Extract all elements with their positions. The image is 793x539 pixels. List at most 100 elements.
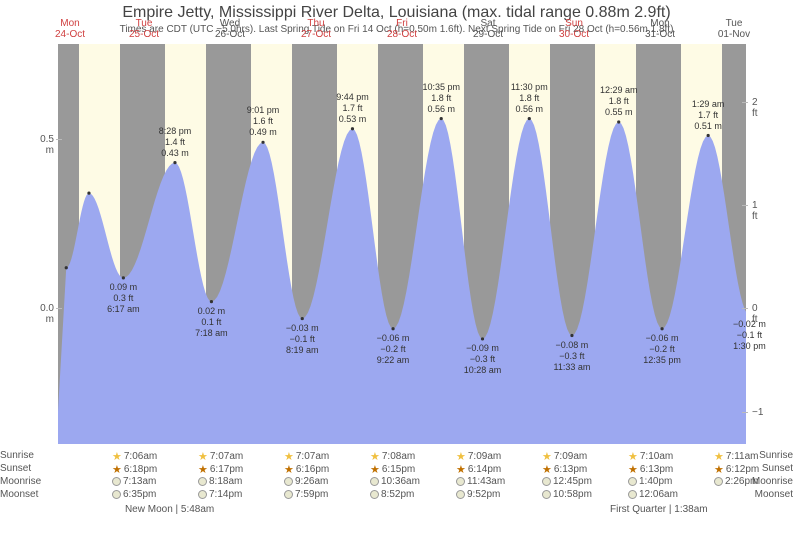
moonset-icon <box>284 490 293 499</box>
moonrise-icon <box>198 477 207 486</box>
moonrise-cell: 12:45pm <box>542 476 592 487</box>
sunset-icon: ★ <box>714 463 724 476</box>
moonset-icon <box>456 490 465 499</box>
moonset-icon <box>112 490 121 499</box>
plot-area: 8:28 pm1.4 ft0.43 m 9:01 pm1.6 ft0.49 m 9:… <box>58 44 746 444</box>
low-tide-note: −0.08 m−0.3 ft11:33 am <box>542 340 602 373</box>
y-tick-right: 0 ft <box>752 303 758 325</box>
low-tide-note: −0.06 m−0.2 ft12:35 pm <box>632 333 692 366</box>
sunrise-icon: ★ <box>628 450 638 463</box>
sunrise-cell: ★7:11am <box>714 450 759 463</box>
moonset-cell: 6:35pm <box>112 489 156 500</box>
moonset-icon <box>198 490 207 499</box>
date-label: Mon24-Oct <box>50 18 90 40</box>
moonrise-cell: 7:13am <box>112 476 156 487</box>
low-tide-note: −0.09 m−0.3 ft10:28 am <box>452 343 512 376</box>
sunrise-icon: ★ <box>198 450 208 463</box>
sunset-icon: ★ <box>198 463 208 476</box>
sunset-icon: ★ <box>542 463 552 476</box>
date-label: Tue25-Oct <box>124 18 164 40</box>
sunset-icon: ★ <box>456 463 466 476</box>
date-label: Thu27-Oct <box>296 18 336 40</box>
sunset-cell: ★6:14pm <box>456 463 501 476</box>
sunset-cell: ★6:13pm <box>628 463 673 476</box>
moonrise-cell: 11:43am <box>456 476 505 487</box>
high-tide-note: 9:44 pm1.7 ft0.53 m <box>322 92 382 125</box>
low-tide-note: −0.06 m−0.2 ft9:22 am <box>363 333 423 366</box>
moonset-cell: 7:14pm <box>198 489 242 500</box>
moon-phase-label: First Quarter | 1:38am <box>610 504 708 515</box>
high-tide-note: 1:29 am1.7 ft0.51 m <box>678 99 738 132</box>
sunrise-label-left: Sunrise <box>0 450 34 461</box>
moon-phase-label: New Moon | 5:48am <box>125 504 214 515</box>
moonset-icon <box>542 490 551 499</box>
high-tide-note: 10:35 pm1.8 ft0.56 m <box>411 82 471 115</box>
high-tide-note: 11:30 pm1.8 ft0.56 m <box>499 82 559 115</box>
y-tick-left: 0.5 m <box>40 134 54 156</box>
date-label: Sun30-Oct <box>554 18 594 40</box>
moonset-cell: 10:58pm <box>542 489 592 500</box>
moonset-cell: 12:06am <box>628 489 678 500</box>
sunrise-cell: ★7:09am <box>456 450 501 463</box>
moonset-icon <box>628 490 637 499</box>
sunset-label-right: Sunset <box>762 463 793 474</box>
date-label: Fri28-Oct <box>382 18 422 40</box>
low-tide-note: −0.02 m−0.1 ft1:30 pm <box>719 319 779 352</box>
moonrise-icon <box>112 477 121 486</box>
low-tide-note: −0.03 m−0.1 ft8:19 am <box>272 323 332 356</box>
moonset-cell: 7:59pm <box>284 489 328 500</box>
moonset-cell: 8:52pm <box>370 489 414 500</box>
moonrise-cell: 8:18am <box>198 476 242 487</box>
low-tide-note: 0.09 m0.3 ft6:17 am <box>93 282 153 315</box>
sunrise-cell: ★7:10am <box>628 450 673 463</box>
moonset-label-right: Moonset <box>755 489 793 500</box>
sunrise-icon: ★ <box>284 450 294 463</box>
tide-chart: Empire Jetty, Mississippi River Delta, L… <box>0 0 793 539</box>
moonrise-cell: 9:26am <box>284 476 328 487</box>
moonrise-icon <box>714 477 723 486</box>
moonrise-icon <box>284 477 293 486</box>
moonrise-icon <box>628 477 637 486</box>
high-tide-note: 8:28 pm1.4 ft0.43 m <box>145 126 205 159</box>
high-tide-note: 9:01 pm1.6 ft0.49 m <box>233 105 293 138</box>
sunset-icon: ★ <box>284 463 294 476</box>
moonrise-label-left: Moonrise <box>0 476 41 487</box>
sunrise-icon: ★ <box>714 450 724 463</box>
sunset-cell: ★6:12pm <box>714 463 759 476</box>
date-label: Mon31-Oct <box>640 18 680 40</box>
moonrise-cell: 1:40pm <box>628 476 672 487</box>
high-tide-note: 12:29 am1.8 ft0.55 m <box>589 85 649 118</box>
sunset-label-left: Sunset <box>0 463 31 474</box>
moonrise-icon <box>456 477 465 486</box>
date-label: Sat29-Oct <box>468 18 508 40</box>
sunrise-cell: ★7:09am <box>542 450 587 463</box>
sunrise-cell: ★7:08am <box>370 450 415 463</box>
date-label: Wed26-Oct <box>210 18 250 40</box>
sunrise-icon: ★ <box>370 450 380 463</box>
sunset-icon: ★ <box>370 463 380 476</box>
y-tick-right: 1 ft <box>752 200 758 222</box>
sunset-cell: ★6:15pm <box>370 463 415 476</box>
y-tick-right: −1 <box>752 407 763 418</box>
sunset-cell: ★6:16pm <box>284 463 329 476</box>
y-tick-right: 2 ft <box>752 97 758 119</box>
moonrise-icon <box>542 477 551 486</box>
sunset-icon: ★ <box>628 463 638 476</box>
sunset-cell: ★6:17pm <box>198 463 243 476</box>
sunset-cell: ★6:18pm <box>112 463 157 476</box>
sunrise-label-right: Sunrise <box>759 450 793 461</box>
sunrise-icon: ★ <box>112 450 122 463</box>
sunrise-icon: ★ <box>456 450 466 463</box>
date-label: Tue01-Nov <box>714 18 754 40</box>
sunrise-cell: ★7:07am <box>284 450 329 463</box>
moonset-label-left: Moonset <box>0 489 38 500</box>
sunrise-icon: ★ <box>542 450 552 463</box>
moonrise-icon <box>370 477 379 486</box>
sunset-icon: ★ <box>112 463 122 476</box>
moonset-icon <box>370 490 379 499</box>
sunset-cell: ★6:13pm <box>542 463 587 476</box>
sunrise-cell: ★7:07am <box>198 450 243 463</box>
moonrise-cell: 10:36am <box>370 476 420 487</box>
moonset-cell: 9:52pm <box>456 489 500 500</box>
sunrise-cell: ★7:06am <box>112 450 157 463</box>
